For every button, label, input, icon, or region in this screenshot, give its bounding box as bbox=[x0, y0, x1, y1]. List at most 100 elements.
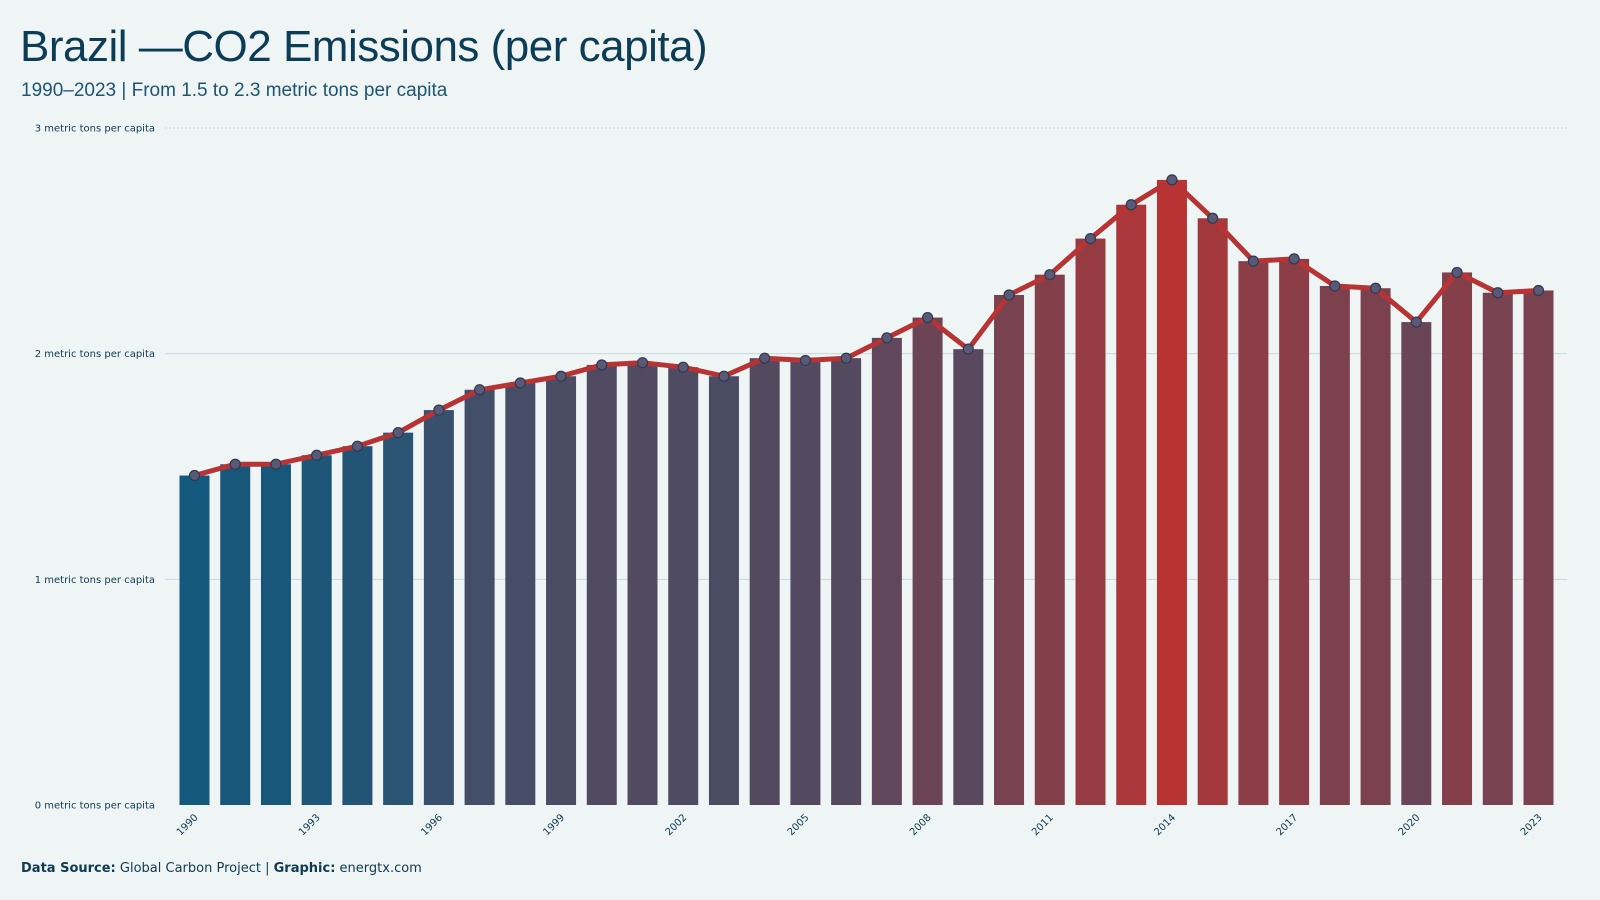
y-axis-ticks: 0 metric tons per capita 1 metric tons pe… bbox=[35, 124, 155, 812]
bar-2020 bbox=[1401, 322, 1432, 805]
bar-1994 bbox=[342, 446, 373, 805]
x-tick-label: 2020 bbox=[1397, 812, 1423, 838]
bar-2008 bbox=[912, 317, 943, 805]
bar-2023 bbox=[1523, 290, 1554, 806]
x-tick-label: 1996 bbox=[419, 812, 445, 838]
bar-2012 bbox=[1075, 238, 1106, 805]
bar-2011 bbox=[1034, 274, 1065, 805]
x-tick-label: 2002 bbox=[664, 812, 690, 838]
y-tick-label: 0 metric tons per capita bbox=[35, 801, 155, 812]
bar-2018 bbox=[1319, 285, 1350, 805]
marker-2020 bbox=[1410, 316, 1422, 328]
marker-2021 bbox=[1451, 266, 1463, 279]
chart-subtitle: 1990–2023 | From 1.5 to 2.3 metric tons … bbox=[21, 80, 448, 101]
marker-2019 bbox=[1369, 282, 1382, 294]
marker-2012 bbox=[1084, 232, 1097, 245]
x-tick-label: 2005 bbox=[786, 812, 812, 838]
trend-line bbox=[192, 177, 1541, 478]
source-label: Data Source: bbox=[21, 861, 116, 876]
marker-1999 bbox=[555, 370, 567, 382]
x-tick-label: 2017 bbox=[1274, 812, 1300, 838]
bar-1997 bbox=[464, 389, 495, 805]
bar-1992 bbox=[260, 464, 291, 805]
x-axis-ticks: 1990 1993 1996 1999 2002 2005 2008 2011 2014 2017… bbox=[175, 812, 1545, 838]
bar-2000 bbox=[586, 364, 617, 805]
source-value: Global Carbon Project bbox=[119, 861, 261, 876]
marker-2018 bbox=[1329, 280, 1341, 292]
marker-2023 bbox=[1532, 284, 1545, 297]
graphic-value: energtx.com bbox=[339, 861, 422, 876]
x-tick-label: 2011 bbox=[1030, 812, 1056, 838]
marker-2008 bbox=[921, 311, 934, 324]
marker-2004 bbox=[759, 352, 771, 364]
bar-1990 bbox=[179, 475, 210, 805]
marker-2000 bbox=[596, 359, 608, 371]
bar-1998 bbox=[505, 383, 536, 805]
marker-2011 bbox=[1044, 269, 1056, 281]
x-tick-label: 2023 bbox=[1519, 812, 1545, 838]
graphic-label: Graphic: bbox=[273, 861, 336, 876]
marker-1995 bbox=[392, 427, 404, 439]
marker-1991 bbox=[229, 458, 241, 470]
marker-2013 bbox=[1125, 199, 1137, 211]
bar-2021 bbox=[1442, 272, 1473, 806]
marker-2009 bbox=[962, 343, 974, 355]
x-tick-label: 1999 bbox=[541, 812, 567, 838]
y-tick-label: 3 metric tons per capita bbox=[35, 124, 155, 135]
marker-2005 bbox=[799, 354, 812, 367]
marker-1993 bbox=[311, 449, 323, 461]
marker-1997 bbox=[473, 384, 486, 396]
bar-2022 bbox=[1482, 292, 1513, 805]
bar-1996 bbox=[423, 410, 454, 805]
marker-2016 bbox=[1247, 255, 1260, 267]
marker-2010 bbox=[1003, 289, 1015, 301]
bar-2003 bbox=[708, 376, 739, 805]
marker-2006 bbox=[840, 352, 852, 364]
marker-1994 bbox=[351, 440, 364, 452]
marker-1990 bbox=[188, 469, 201, 482]
marker-2001 bbox=[636, 357, 649, 369]
bar-2017 bbox=[1279, 258, 1310, 805]
gridlines bbox=[165, 127, 1567, 580]
marker-1992 bbox=[270, 458, 282, 470]
marker-2022 bbox=[1492, 287, 1504, 299]
bar-2010 bbox=[994, 294, 1025, 805]
marker-2015 bbox=[1207, 212, 1219, 224]
bar-2015 bbox=[1197, 218, 1228, 805]
bar-2007 bbox=[871, 337, 902, 805]
footer-credits: Data Source: Global Carbon Project | Gra… bbox=[21, 861, 422, 876]
trend-line-path bbox=[192, 177, 1541, 478]
x-tick-label: 2014 bbox=[1152, 812, 1178, 838]
bar-1995 bbox=[383, 432, 414, 805]
marker-2003 bbox=[718, 370, 730, 382]
bar-2014 bbox=[1156, 179, 1187, 806]
marker-2014 bbox=[1166, 174, 1178, 186]
bar-2016 bbox=[1238, 261, 1269, 806]
bar-2001 bbox=[627, 362, 658, 805]
marker-2007 bbox=[881, 332, 893, 344]
bar-1993 bbox=[301, 455, 332, 805]
bar-2009 bbox=[953, 349, 984, 805]
x-tick-label: 2008 bbox=[908, 812, 934, 838]
chart-title: Brazil —CO2 Emissions (per capita) bbox=[20, 22, 708, 71]
footer-separator: | bbox=[265, 861, 270, 876]
marker-1998 bbox=[514, 377, 526, 389]
markers bbox=[188, 174, 1545, 482]
bar-2013 bbox=[1116, 204, 1147, 805]
bars bbox=[179, 179, 1554, 806]
bar-2006 bbox=[831, 358, 862, 805]
y-tick-label: 2 metric tons per capita bbox=[35, 349, 155, 360]
bar-2004 bbox=[749, 358, 780, 805]
y-tick-label: 1 metric tons per capita bbox=[35, 575, 155, 586]
x-tick-label: 1993 bbox=[297, 812, 323, 838]
bar-1999 bbox=[546, 376, 577, 805]
marker-1996 bbox=[433, 404, 445, 416]
marker-2017 bbox=[1288, 253, 1300, 265]
bar-2019 bbox=[1360, 288, 1391, 805]
x-tick-label: 1990 bbox=[175, 812, 201, 838]
marker-2002 bbox=[677, 361, 689, 373]
bar-2002 bbox=[668, 367, 699, 805]
bar-1991 bbox=[220, 464, 251, 805]
bar-2005 bbox=[790, 360, 821, 805]
